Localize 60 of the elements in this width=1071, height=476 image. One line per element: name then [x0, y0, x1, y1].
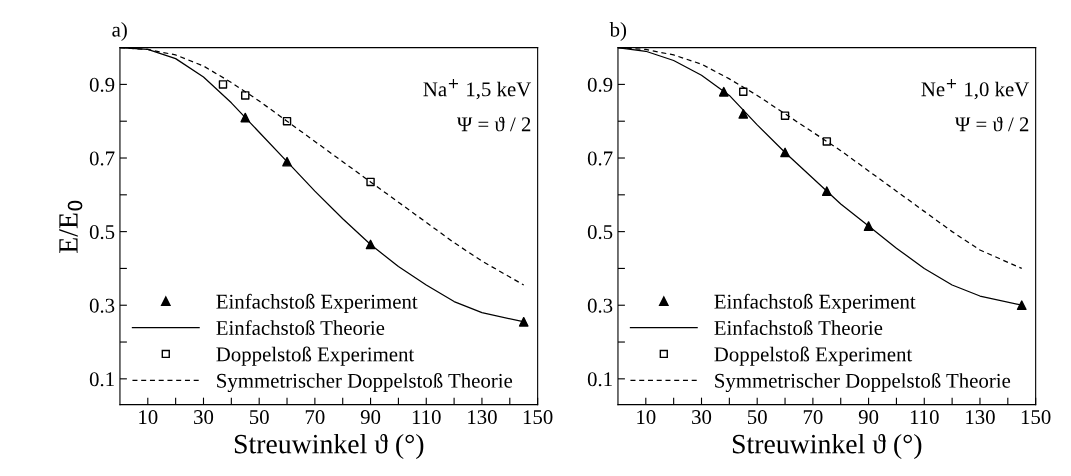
point [218, 80, 228, 89]
legend-label: Einfachstoß Experiment [216, 293, 418, 313]
point [366, 177, 375, 187]
legend-label: Symmetrischer Doppelstoß Theorie [715, 372, 1011, 393]
annotation: Ne$^{+}$ 1,0 keV [921, 79, 1030, 100]
point [365, 239, 376, 250]
x-axis-title: Streuwinkel ϑ (°) [234, 433, 424, 460]
x-axis-title: Streuwinkel ϑ (°) [732, 433, 922, 460]
annotation: Ψ = ϑ / 2 [456, 116, 531, 132]
legend-label: Einfachstoß Experiment [714, 293, 916, 313]
point [282, 116, 292, 126]
point [780, 147, 790, 158]
y-axis-title: E/E$_{0}$ [59, 200, 83, 253]
annotation: Ψ = ϑ / 2 [954, 116, 1029, 132]
point [821, 186, 832, 196]
legend-label: Einfachstoß Theorie [714, 320, 883, 336]
point [739, 87, 748, 97]
y-tick-label: 0.7 [89, 151, 115, 166]
x-tick-label: 70 [803, 410, 823, 425]
y-tick-label: 0.3 [89, 298, 115, 313]
x-tick-label: 10 [637, 410, 656, 425]
point [718, 86, 729, 97]
legend-label: Einfachstoß Theorie [216, 320, 385, 336]
legend-label: Symmetrischer Doppelstoß Theorie [217, 372, 513, 393]
x-tick-label: 90 [360, 410, 381, 425]
point [780, 111, 790, 120]
x-tick-label: 70 [305, 410, 325, 425]
x-tick-label: 90 [858, 410, 879, 425]
x-tick-label: 110 [412, 410, 441, 425]
x-tick-label: 30 [194, 410, 214, 425]
y-tick-label: 0.9 [587, 77, 613, 92]
legend-label: Doppelstoß Experiment [216, 346, 415, 366]
point [282, 156, 292, 167]
point [518, 316, 529, 327]
y-tick-label: 0.9 [89, 77, 115, 92]
y-tick-label: 0.5 [89, 224, 115, 240]
y-tick-label: 0.5 [587, 224, 613, 240]
y-tick-label: 0.7 [587, 151, 613, 166]
point [738, 108, 749, 119]
x-tick-label: 130 [966, 410, 995, 425]
x-tick-label: 30 [692, 410, 712, 425]
y-tick-label: 0.3 [587, 298, 613, 313]
chart-title: a) [112, 22, 127, 41]
point [863, 221, 874, 231]
x-tick-label: 150 [523, 410, 553, 425]
point [240, 112, 251, 123]
x-tick-label: 150 [1021, 410, 1051, 425]
x-tick-label: 10 [139, 410, 158, 425]
x-tick-label: 50 [249, 410, 269, 425]
y-tick-label: 0.1 [587, 372, 612, 387]
point [241, 91, 250, 100]
y-tick-label: 0.1 [89, 372, 114, 387]
point [822, 137, 832, 146]
legend-label: Doppelstoß Experiment [714, 346, 913, 366]
x-tick-label: 50 [747, 410, 767, 425]
x-tick-label: 110 [910, 410, 939, 425]
point [1016, 300, 1027, 311]
chart-title: b) [609, 22, 627, 41]
x-tick-label: 130 [468, 410, 497, 425]
annotation: Na$^{+}$ 1,5 keV [423, 79, 532, 100]
